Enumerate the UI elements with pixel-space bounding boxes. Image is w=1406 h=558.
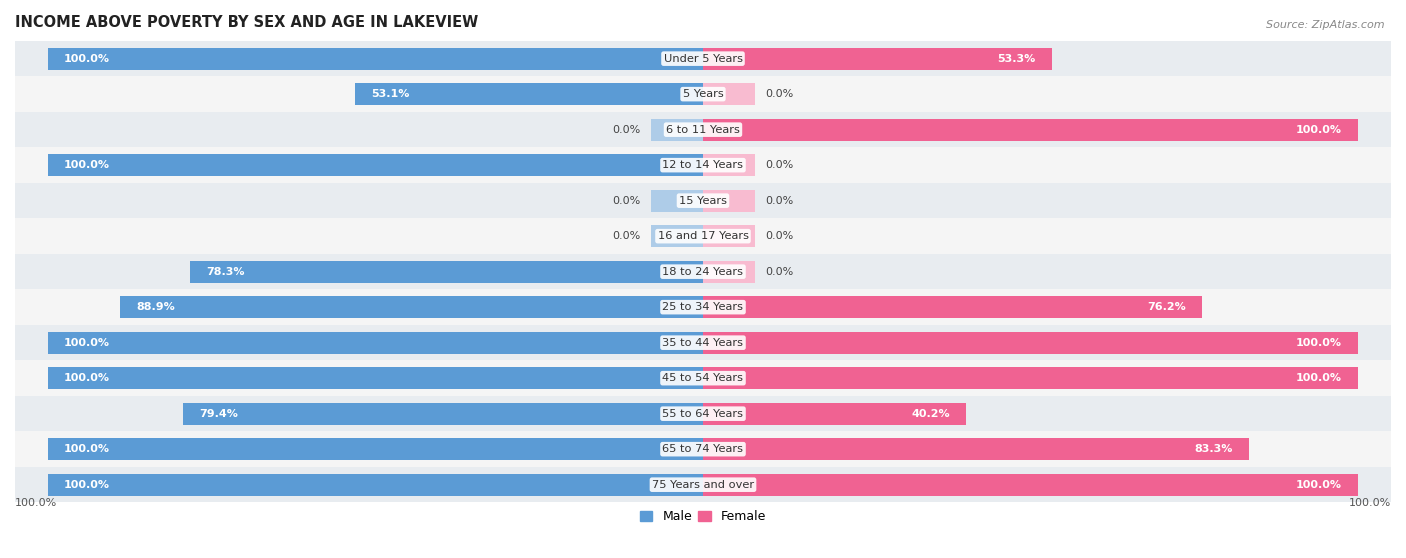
Text: 100.0%: 100.0% <box>1296 338 1341 348</box>
Text: 100.0%: 100.0% <box>65 444 110 454</box>
Text: 12 to 14 Years: 12 to 14 Years <box>662 160 744 170</box>
Bar <box>15 360 1391 396</box>
Text: 65 to 74 Years: 65 to 74 Years <box>662 444 744 454</box>
Text: INCOME ABOVE POVERTY BY SEX AND AGE IN LAKEVIEW: INCOME ABOVE POVERTY BY SEX AND AGE IN L… <box>15 15 478 30</box>
Text: 100.0%: 100.0% <box>1296 373 1341 383</box>
Bar <box>48 438 703 460</box>
Bar <box>15 41 1391 76</box>
Text: 75 Years and over: 75 Years and over <box>652 480 754 490</box>
Text: 79.4%: 79.4% <box>200 408 238 418</box>
Text: 100.0%: 100.0% <box>65 373 110 383</box>
Text: 53.1%: 53.1% <box>371 89 409 99</box>
Legend: Male, Female: Male, Female <box>636 506 770 528</box>
Bar <box>703 438 1249 460</box>
Bar <box>15 254 1391 290</box>
Bar <box>651 190 703 211</box>
Bar <box>703 403 966 425</box>
Text: 40.2%: 40.2% <box>911 408 950 418</box>
Bar <box>48 367 703 389</box>
Text: Under 5 Years: Under 5 Years <box>664 54 742 64</box>
Bar <box>15 147 1391 183</box>
Bar <box>15 183 1391 218</box>
Bar <box>121 296 703 318</box>
Bar <box>703 261 755 283</box>
Bar <box>48 47 703 70</box>
Text: 100.0%: 100.0% <box>15 498 58 508</box>
Bar <box>703 225 755 247</box>
Text: 100.0%: 100.0% <box>65 160 110 170</box>
Text: 6 to 11 Years: 6 to 11 Years <box>666 124 740 134</box>
Text: 0.0%: 0.0% <box>765 89 793 99</box>
Bar <box>15 218 1391 254</box>
Text: 100.0%: 100.0% <box>1296 124 1341 134</box>
Text: 0.0%: 0.0% <box>613 124 641 134</box>
Text: 78.3%: 78.3% <box>207 267 245 277</box>
Text: 83.3%: 83.3% <box>1194 444 1233 454</box>
Bar <box>703 190 755 211</box>
Bar <box>15 112 1391 147</box>
Bar <box>183 403 703 425</box>
Text: 100.0%: 100.0% <box>65 338 110 348</box>
Text: 15 Years: 15 Years <box>679 196 727 206</box>
Text: 35 to 44 Years: 35 to 44 Years <box>662 338 744 348</box>
Bar <box>48 331 703 354</box>
Bar <box>703 47 1052 70</box>
Text: 45 to 54 Years: 45 to 54 Years <box>662 373 744 383</box>
Text: 100.0%: 100.0% <box>65 480 110 490</box>
Bar <box>703 83 755 105</box>
Bar <box>15 467 1391 502</box>
Text: 0.0%: 0.0% <box>613 231 641 241</box>
Text: Source: ZipAtlas.com: Source: ZipAtlas.com <box>1267 20 1385 30</box>
Text: 0.0%: 0.0% <box>613 196 641 206</box>
Bar <box>15 325 1391 360</box>
Text: 88.9%: 88.9% <box>136 302 176 312</box>
Text: 100.0%: 100.0% <box>1348 498 1391 508</box>
Bar <box>703 331 1358 354</box>
Bar <box>48 154 703 176</box>
Text: 0.0%: 0.0% <box>765 267 793 277</box>
Bar <box>15 76 1391 112</box>
Text: 0.0%: 0.0% <box>765 231 793 241</box>
Text: 76.2%: 76.2% <box>1147 302 1185 312</box>
Bar <box>190 261 703 283</box>
Bar <box>703 296 1202 318</box>
Bar <box>15 396 1391 431</box>
Bar <box>703 154 755 176</box>
Text: 0.0%: 0.0% <box>765 160 793 170</box>
Bar <box>356 83 703 105</box>
Bar <box>651 119 703 141</box>
Bar <box>15 290 1391 325</box>
Text: 16 and 17 Years: 16 and 17 Years <box>658 231 748 241</box>
Text: 18 to 24 Years: 18 to 24 Years <box>662 267 744 277</box>
Text: 0.0%: 0.0% <box>765 196 793 206</box>
Bar <box>15 431 1391 467</box>
Bar <box>703 367 1358 389</box>
Text: 100.0%: 100.0% <box>65 54 110 64</box>
Bar <box>703 119 1358 141</box>
Text: 55 to 64 Years: 55 to 64 Years <box>662 408 744 418</box>
Text: 100.0%: 100.0% <box>1296 480 1341 490</box>
Text: 5 Years: 5 Years <box>683 89 723 99</box>
Bar <box>48 474 703 496</box>
Bar <box>651 225 703 247</box>
Bar <box>703 474 1358 496</box>
Text: 25 to 34 Years: 25 to 34 Years <box>662 302 744 312</box>
Text: 53.3%: 53.3% <box>998 54 1036 64</box>
